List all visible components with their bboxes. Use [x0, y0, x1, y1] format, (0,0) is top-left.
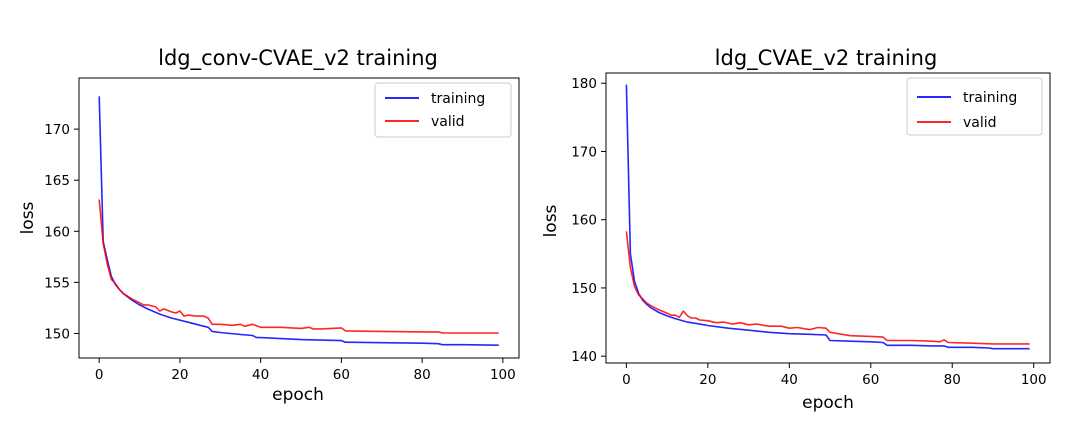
y-tick-label: 150	[571, 281, 597, 297]
y-tick-label: 140	[571, 349, 597, 365]
x-tick-label: 80	[414, 367, 431, 383]
y-axis-ticks: 150 155 160 165 170	[44, 122, 79, 342]
y-axis-ticks: 140 150 160 170 180	[571, 76, 606, 365]
y-tick-label: 165	[44, 173, 70, 189]
x-axis-ticks: 0 20 40 60 80 100	[622, 363, 1047, 388]
chart-title: ldg_conv-CVAE_v2 training	[158, 46, 438, 71]
y-tick-label: 170	[571, 144, 597, 160]
x-axis-ticks: 0 20 40 60 80 100	[95, 358, 516, 383]
legend-label-training: training	[431, 91, 485, 107]
legend-label-valid: valid	[963, 115, 997, 131]
x-axis-label: epoch	[272, 385, 324, 405]
y-tick-label: 160	[571, 213, 597, 229]
x-tick-label: 40	[252, 367, 269, 383]
legend: training valid	[375, 83, 511, 137]
chart-title: ldg_CVAE_v2 training	[715, 46, 938, 71]
y-tick-label: 170	[44, 122, 70, 138]
y-axis-label: loss	[541, 204, 561, 237]
x-tick-label: 20	[171, 367, 188, 383]
x-tick-label: 60	[862, 372, 879, 388]
x-tick-label: 0	[622, 372, 631, 388]
chart-left: ldg_conv-CVAE_v2 training 150 155 160 165 17…	[18, 46, 519, 405]
y-axis-label: loss	[18, 201, 38, 234]
y-tick-label: 180	[571, 76, 597, 92]
y-tick-label: 150	[44, 326, 70, 342]
x-tick-label: 40	[781, 372, 798, 388]
legend: training valid	[907, 78, 1042, 135]
legend-label-valid: valid	[431, 114, 465, 130]
legend-label-training: training	[963, 90, 1017, 106]
x-tick-label: 0	[95, 367, 104, 383]
y-tick-label: 160	[44, 224, 70, 240]
x-tick-label: 100	[490, 367, 516, 383]
chart-right: ldg_CVAE_v2 training 140 150 160 170 180 0 20…	[541, 46, 1050, 413]
x-tick-label: 80	[944, 372, 961, 388]
x-axis-label: epoch	[802, 393, 854, 413]
x-tick-label: 100	[1021, 372, 1047, 388]
y-tick-label: 155	[44, 275, 70, 291]
x-tick-label: 20	[699, 372, 716, 388]
x-tick-label: 60	[333, 367, 350, 383]
